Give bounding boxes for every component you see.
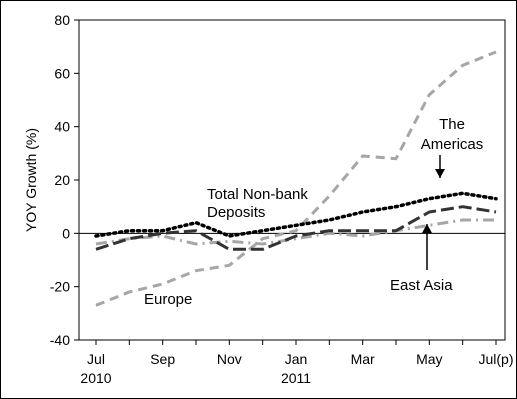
annotation-label: East Asia (390, 277, 453, 294)
y-tick-label: 20 (54, 172, 70, 188)
series-layer (94, 50, 498, 307)
annotation-label: Americas (421, 136, 484, 153)
axes: -40 -20 0 20 40 60 80 YOY Growth (%) Jul Sep Nov Ja… (23, 12, 514, 386)
annotation-label: Europe (144, 291, 192, 308)
annotation-label: Deposits (207, 204, 265, 221)
series-line-europe (95, 50, 497, 307)
x-tick-label: Jul(p) (478, 351, 513, 367)
x-tick-label: Sep (150, 351, 175, 367)
x-tick-label: Jan (285, 351, 308, 367)
x-tick-label: Mar (351, 351, 375, 367)
y-tick-label: 60 (54, 65, 70, 81)
annotation-label: The (439, 116, 465, 133)
y-tick-label: 80 (54, 12, 70, 28)
x-tick-label: Nov (217, 351, 242, 367)
y-axis-title: YOY Growth (%) (23, 128, 39, 232)
series-line-total-non-bank-deposits (94, 191, 498, 238)
annotation-label: Total Non-bank (207, 186, 308, 203)
americas-arrow-head (435, 169, 445, 178)
east-asia-arrow-head (422, 224, 432, 233)
y-tick-label: -20 (50, 279, 70, 295)
x-tick-label: May (416, 351, 442, 367)
y-tick-label: 40 (54, 119, 70, 135)
x-year-label: 2010 (80, 370, 111, 386)
x-year-label: 2011 (281, 370, 311, 386)
x-tick-label: Jul (87, 351, 105, 367)
series-line-the-americas (95, 205, 497, 251)
y-tick-label: 0 (62, 225, 70, 241)
y-tick-label: -40 (50, 332, 70, 348)
